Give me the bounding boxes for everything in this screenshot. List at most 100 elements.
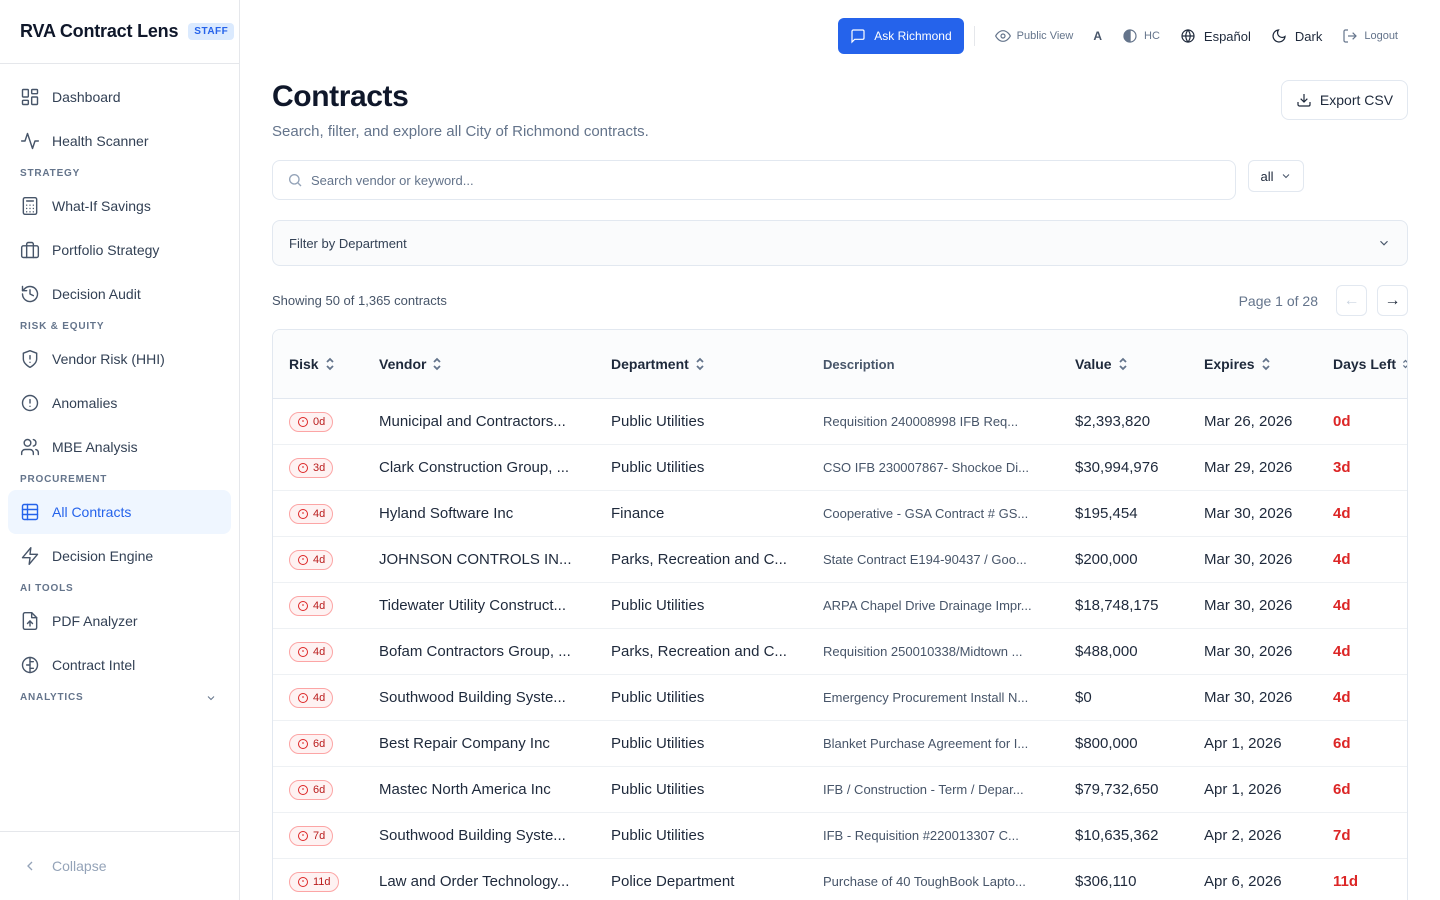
alert-circle-icon [298,830,308,841]
activity-icon [20,132,40,150]
sidebar-item-anomalies[interactable]: Anomalies [8,381,231,425]
department-filter[interactable]: Filter by Department [272,220,1408,266]
table-body: 0d Municipal and Contractors... Public Uti… [273,399,1407,900]
table-row[interactable]: 4d JOHNSON CONTROLS IN... Parks, Recreatio… [273,537,1407,583]
column-header-expires[interactable]: Expires [1204,356,1333,372]
value-cell: $488,000 [1075,643,1138,660]
sidebar-section-analytics[interactable]: ANALYTICS [0,687,239,708]
sidebar-item-label: Vendor Risk (HHI) [52,351,165,367]
column-header-risk[interactable]: Risk [273,356,379,372]
language-button[interactable]: Español [1170,18,1261,54]
logout-button[interactable]: Logout [1332,18,1408,54]
column-header-value[interactable]: Value [1075,356,1204,372]
calculator-icon [22,196,38,216]
sidebar-item-vendor-risk-hhi[interactable]: Vendor Risk (HHI) [8,337,231,381]
sidebar-item-contract-intel[interactable]: Contract Intel [8,643,231,687]
chevron-down-icon [207,695,215,700]
risk-cell: 6d [273,779,379,800]
department-cell: Public Utilities [611,689,705,706]
sidebar-item-health-scanner[interactable]: Health Scanner [8,119,231,163]
table-row[interactable]: 3d Clark Construction Group, ... Public Ut… [273,445,1407,491]
eye-icon [994,30,1011,42]
days-left-value: 4d [1333,551,1351,568]
vendor-cell[interactable]: Clark Construction Group, ... [379,459,570,476]
sort-icon [433,357,442,371]
export-csv-label: Export CSV [1319,92,1394,108]
sidebar-item-pdf-analyzer[interactable]: PDF Analyzer [8,599,231,643]
alert-circle-icon [21,394,39,412]
export-csv-button[interactable]: Export CSV [1281,80,1408,120]
column-header-vendor[interactable]: Vendor [379,356,611,372]
sidebar-item-all-contracts[interactable]: All Contracts [8,490,231,534]
table-row[interactable]: 7d Southwood Building Syste... Public Util… [273,813,1407,859]
risk-cell: 0d [273,411,379,432]
alert-circle-icon [298,692,308,703]
vendor-cell[interactable]: Municipal and Contractors... [379,413,566,430]
contracts-table: Risk Vendor Department Description Value… [272,329,1408,900]
days-left-cell: 6d [1333,781,1407,798]
value-cell: $79,732,650 [1075,781,1159,798]
sidebar-item-label: Health Scanner [52,133,149,149]
font-size-button[interactable]: A [1083,18,1112,54]
days-left-value: 0d [1333,413,1351,430]
table-row[interactable]: 4d Hyland Software Inc Finance Cooperative … [273,491,1407,537]
vendor-cell[interactable]: Mastec North America Inc [379,781,551,798]
logout-label: Logout [1364,30,1398,42]
column-header-days-left[interactable]: Days Left [1333,356,1407,372]
vendor-cell[interactable]: Law and Order Technology... [379,873,570,890]
ask-richmond-button[interactable]: Ask Richmond [838,18,964,54]
vendor-cell[interactable]: Hyland Software Inc [379,505,514,522]
vendor-cell[interactable]: Best Repair Company Inc [379,735,550,752]
sidebar-item-portfolio-strategy[interactable]: Portfolio Strategy [8,228,231,272]
staff-badge: STAFF [188,23,235,40]
vendor-cell[interactable]: Southwood Building Syste... [379,827,566,844]
sidebar-item-what-if-savings[interactable]: What-If Savings [8,184,231,228]
sidebar-nav: Dashboard Health Scanner STRATEGY What-If S… [0,64,239,708]
vendor-cell[interactable]: Bofam Contractors Group, ... [379,643,571,660]
description-cell: Cooperative - GSA Contract # GS... [823,506,1029,521]
vendor-cell[interactable]: Tidewater Utility Construct... [379,597,566,614]
collapse-button[interactable]: Collapse [0,831,239,900]
sidebar-item-mbe-analysis[interactable]: MBE Analysis [8,425,231,469]
sidebar-item-dashboard[interactable]: Dashboard [8,75,231,119]
description-cell: Requisition 250010338/Midtown ... [823,644,1023,659]
department-cell: Public Utilities [611,597,705,614]
table-row[interactable]: 6d Mastec North America Inc Public Utiliti… [273,767,1407,813]
search-input[interactable] [311,161,1235,199]
table-row[interactable]: 6d Best Repair Company Inc Public Utilitie… [273,721,1407,767]
table-row[interactable]: 4d Bofam Contractors Group, ... Parks, Rec… [273,629,1407,675]
sort-icon [325,357,334,371]
table-row[interactable]: 4d Southwood Building Syste... Public Util… [273,675,1407,721]
dashboard-icon [21,88,39,106]
next-page-button[interactable]: → [1377,285,1408,316]
contrast-icon [1123,29,1137,43]
table-row[interactable]: 0d Municipal and Contractors... Public Uti… [273,399,1407,445]
sidebar-item-decision-engine[interactable]: Decision Engine [8,534,231,578]
risk-badge: 7d [289,825,334,846]
status-select[interactable]: all [1248,160,1304,192]
high-contrast-label: HC [1144,30,1160,42]
sidebar-item-decision-audit[interactable]: Decision Audit [8,272,231,316]
days-left-value: 4d [1333,689,1351,706]
prev-page-button[interactable]: ← [1336,285,1367,316]
department-cell: Public Utilities [611,781,705,798]
table-row[interactable]: 4d Tidewater Utility Construct... Public U… [273,583,1407,629]
department-cell: Finance [611,505,665,522]
column-header-label: Description [823,356,895,372]
public-view-button[interactable]: Public View [985,18,1084,54]
column-header-department[interactable]: Department [611,356,823,372]
high-contrast-button[interactable]: HC [1112,18,1170,54]
sort-icon [1402,359,1407,369]
description-cell: IFB / Construction - Term / Depar... [823,782,1024,797]
sidebar: RVA Contract Lens STAFF Dashboard Health … [0,0,240,900]
risk-badge-label: 11d [313,875,331,888]
vendor-cell[interactable]: JOHNSON CONTROLS IN... [379,551,572,568]
dark-mode-button[interactable]: Dark [1261,18,1332,54]
days-left-cell: 7d [1333,827,1407,844]
risk-badge: 4d [289,641,334,662]
days-left-value: 11d [1333,873,1359,890]
risk-badge-label: 4d [313,507,326,520]
table-row[interactable]: 11d Law and Order Technology... Police Dep… [273,859,1407,900]
vendor-cell[interactable]: Southwood Building Syste... [379,689,566,706]
risk-badge: 11d [289,871,339,892]
